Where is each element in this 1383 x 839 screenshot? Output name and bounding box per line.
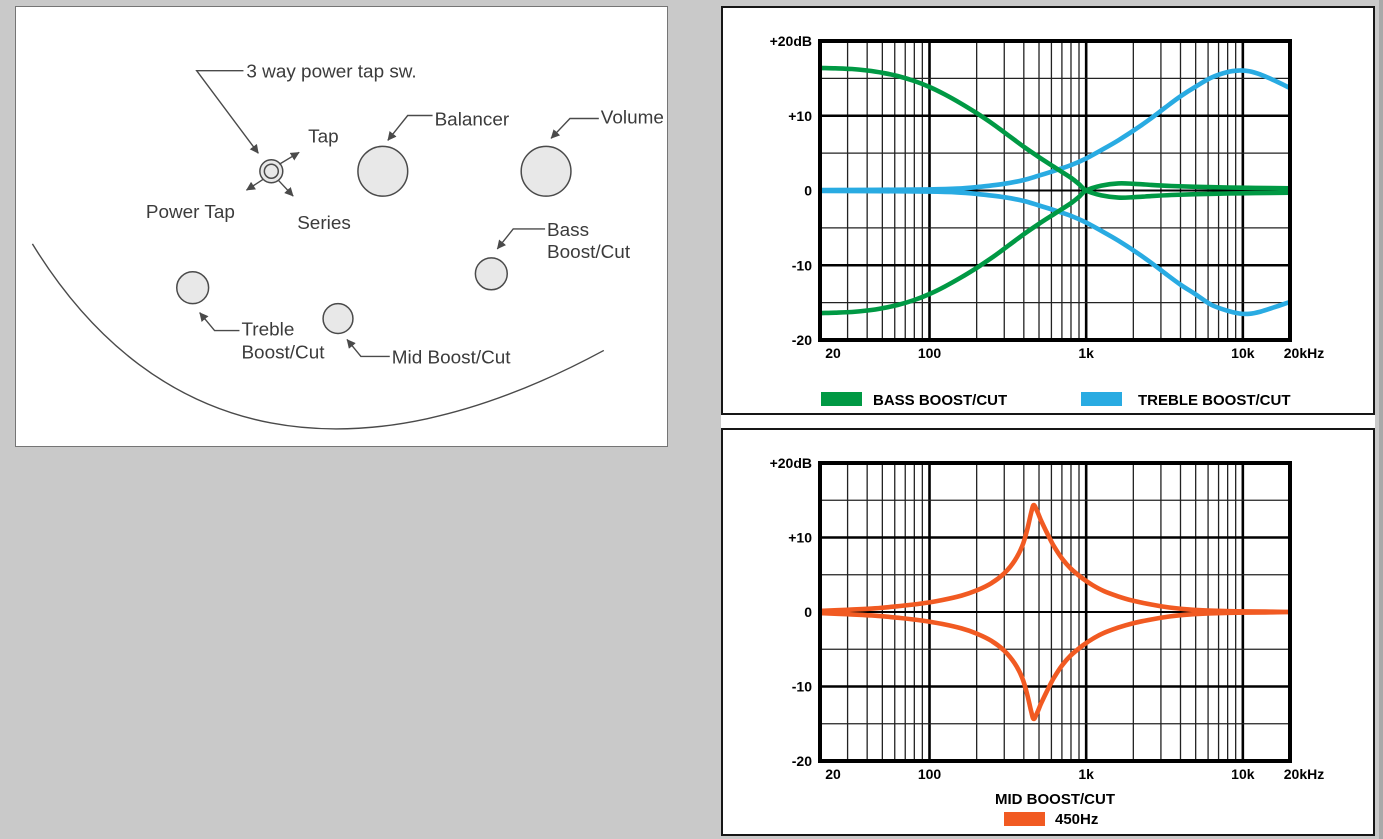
page-edge-shade	[1379, 0, 1383, 839]
tap-direction-arrow	[278, 151, 300, 165]
legend-swatch	[1004, 812, 1045, 826]
control-layout-panel: 3 way power tap sw. Tap Power Tap Series…	[15, 6, 668, 447]
x-tick-label: 20kHz	[1284, 766, 1324, 782]
instrument-body-outline	[31, 243, 605, 430]
legend-label: TREBLE BOOST/CUT	[1138, 392, 1291, 409]
curve-bass-boost	[820, 65, 1290, 201]
x-tick-label: 100	[918, 766, 942, 782]
mid-chart-panel: +20dB +10 0 -10 -20 20 100 1k 10k 20kHz MID BOOST/…	[721, 428, 1375, 836]
charts-column: +20dB +10 0 -10 -20 20 100 1k 10k 20kHz BASS BOOST…	[721, 6, 1375, 836]
bass-label-line1: Bass	[547, 220, 589, 241]
x-tick-label: 20	[825, 766, 841, 782]
power-tap-label: Power Tap	[146, 202, 235, 223]
y-tick-label: +10	[788, 530, 812, 546]
x-tick-label: 20	[825, 345, 841, 361]
mid-response-chart: +20dB +10 0 -10 -20 20 100 1k 10k 20kHz MID BOOST/…	[770, 455, 1325, 828]
curve-treble-cut	[820, 188, 1290, 317]
x-tick-label: 20kHz	[1284, 345, 1324, 361]
leader-balancer	[387, 114, 433, 141]
y-tick-label: +20dB	[770, 455, 812, 471]
balancer-label: Balancer	[435, 109, 510, 130]
curve-mid-cut	[820, 609, 1290, 722]
chart-frame	[818, 39, 1292, 342]
y-tick-label: 0	[804, 604, 812, 620]
mid-knob	[322, 302, 354, 335]
x-tick-label: 1k	[1078, 345, 1094, 361]
leader-mid	[346, 339, 390, 358]
treble-label-line2: Boost/Cut	[241, 342, 325, 363]
x-tick-label: 10k	[1231, 766, 1255, 782]
bass-label-line2: Boost/Cut	[547, 242, 631, 263]
mid-label: Mid Boost/Cut	[392, 347, 511, 368]
bass-treble-chart-panel: +20dB +10 0 -10 -20 20 100 1k 10k 20kHz BASS BOOST…	[721, 6, 1375, 415]
legend-label: 450Hz	[1055, 811, 1098, 828]
curve-bass-cut	[820, 180, 1290, 316]
chart-frame	[818, 461, 1292, 763]
volume-label: Volume	[601, 107, 664, 128]
bass-knob	[474, 257, 508, 291]
y-tick-label: -20	[792, 753, 812, 769]
y-tick-label: -20	[792, 332, 812, 348]
y-tick-label: -10	[792, 257, 812, 273]
bass-treble-response-chart: +20dB +10 0 -10 -20 20 100 1k 10k 20kHz BASS BOOST…	[770, 33, 1325, 409]
leader-treble	[199, 312, 240, 332]
series-direction-arrow	[277, 179, 294, 197]
leader-volume	[550, 117, 599, 139]
balancer-knob	[357, 145, 409, 197]
treble-label-line1: Treble	[241, 320, 294, 341]
power-tap-switch-label: 3 way power tap sw.	[246, 62, 416, 83]
series-label: Series	[297, 213, 351, 234]
control-layout-diagram: 3 way power tap sw. Tap Power Tap Series…	[31, 62, 664, 430]
x-tick-label: 100	[918, 345, 942, 361]
leader-power-tap-switch	[195, 70, 259, 154]
curve-mid-boost	[820, 502, 1290, 615]
legend-label: BASS BOOST/CUT	[873, 392, 1007, 409]
y-tick-label: 0	[804, 183, 812, 199]
x-tick-label: 10k	[1231, 345, 1255, 361]
volume-knob	[520, 145, 572, 197]
chart-title: MID BOOST/CUT	[995, 791, 1115, 808]
tap-label: Tap	[308, 126, 338, 147]
y-tick-label: +10	[788, 108, 812, 124]
leader-bass	[496, 228, 546, 250]
x-tick-label: 1k	[1078, 766, 1094, 782]
power-tap-direction-arrow	[246, 178, 264, 191]
curve-treble-boost	[820, 68, 1290, 193]
treble-knob	[176, 271, 210, 305]
y-tick-label: +20dB	[770, 33, 812, 49]
legend-swatch	[821, 392, 862, 406]
y-tick-label: -10	[792, 679, 812, 695]
legend-swatch	[1081, 392, 1122, 406]
power-tap-switch	[259, 159, 284, 184]
